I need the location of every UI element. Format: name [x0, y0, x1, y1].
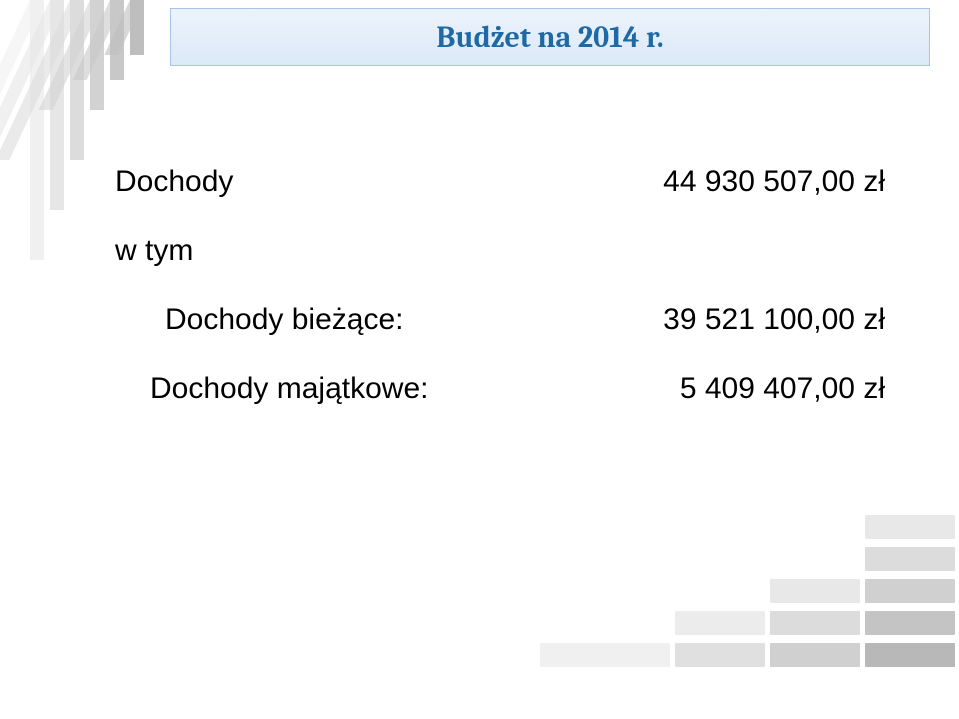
deco-tile: [540, 643, 670, 667]
deco-tile: [770, 643, 860, 667]
row-biezace: Dochody bieżące: 39 521 100,00 zł: [115, 303, 885, 337]
dochody-value: 44 930 507,00 zł: [663, 165, 885, 199]
deco-tile: [675, 611, 765, 635]
deco-tile: [865, 547, 955, 571]
deco-tile: [865, 579, 955, 603]
page-title: Budżet na 2014 r.: [436, 20, 663, 55]
deco-tile: [770, 611, 860, 635]
row-dochody: Dochody 44 930 507,00 zł: [115, 165, 885, 199]
biezace-value: 39 521 100,00 zł: [663, 303, 885, 337]
deco-tile: [865, 643, 955, 667]
deco-tile: [770, 579, 860, 603]
wtym-label: w tym: [115, 234, 193, 268]
deco-tile: [865, 515, 955, 539]
title-box: Budżet na 2014 r.: [170, 8, 930, 66]
dochody-label: Dochody: [115, 165, 233, 199]
deco-tile: [865, 611, 955, 635]
majatkowe-label: Dochody majątkowe:: [115, 372, 428, 406]
row-majatkowe: Dochody majątkowe: 5 409 407,00 zł: [115, 372, 885, 406]
row-wtym: w tym: [115, 234, 885, 268]
budget-table: Dochody 44 930 507,00 zł w tym Dochody b…: [115, 165, 885, 441]
deco-tile: [675, 643, 765, 667]
biezace-label: Dochody bieżące:: [115, 303, 403, 337]
majatkowe-value: 5 409 407,00 zł: [680, 372, 885, 406]
